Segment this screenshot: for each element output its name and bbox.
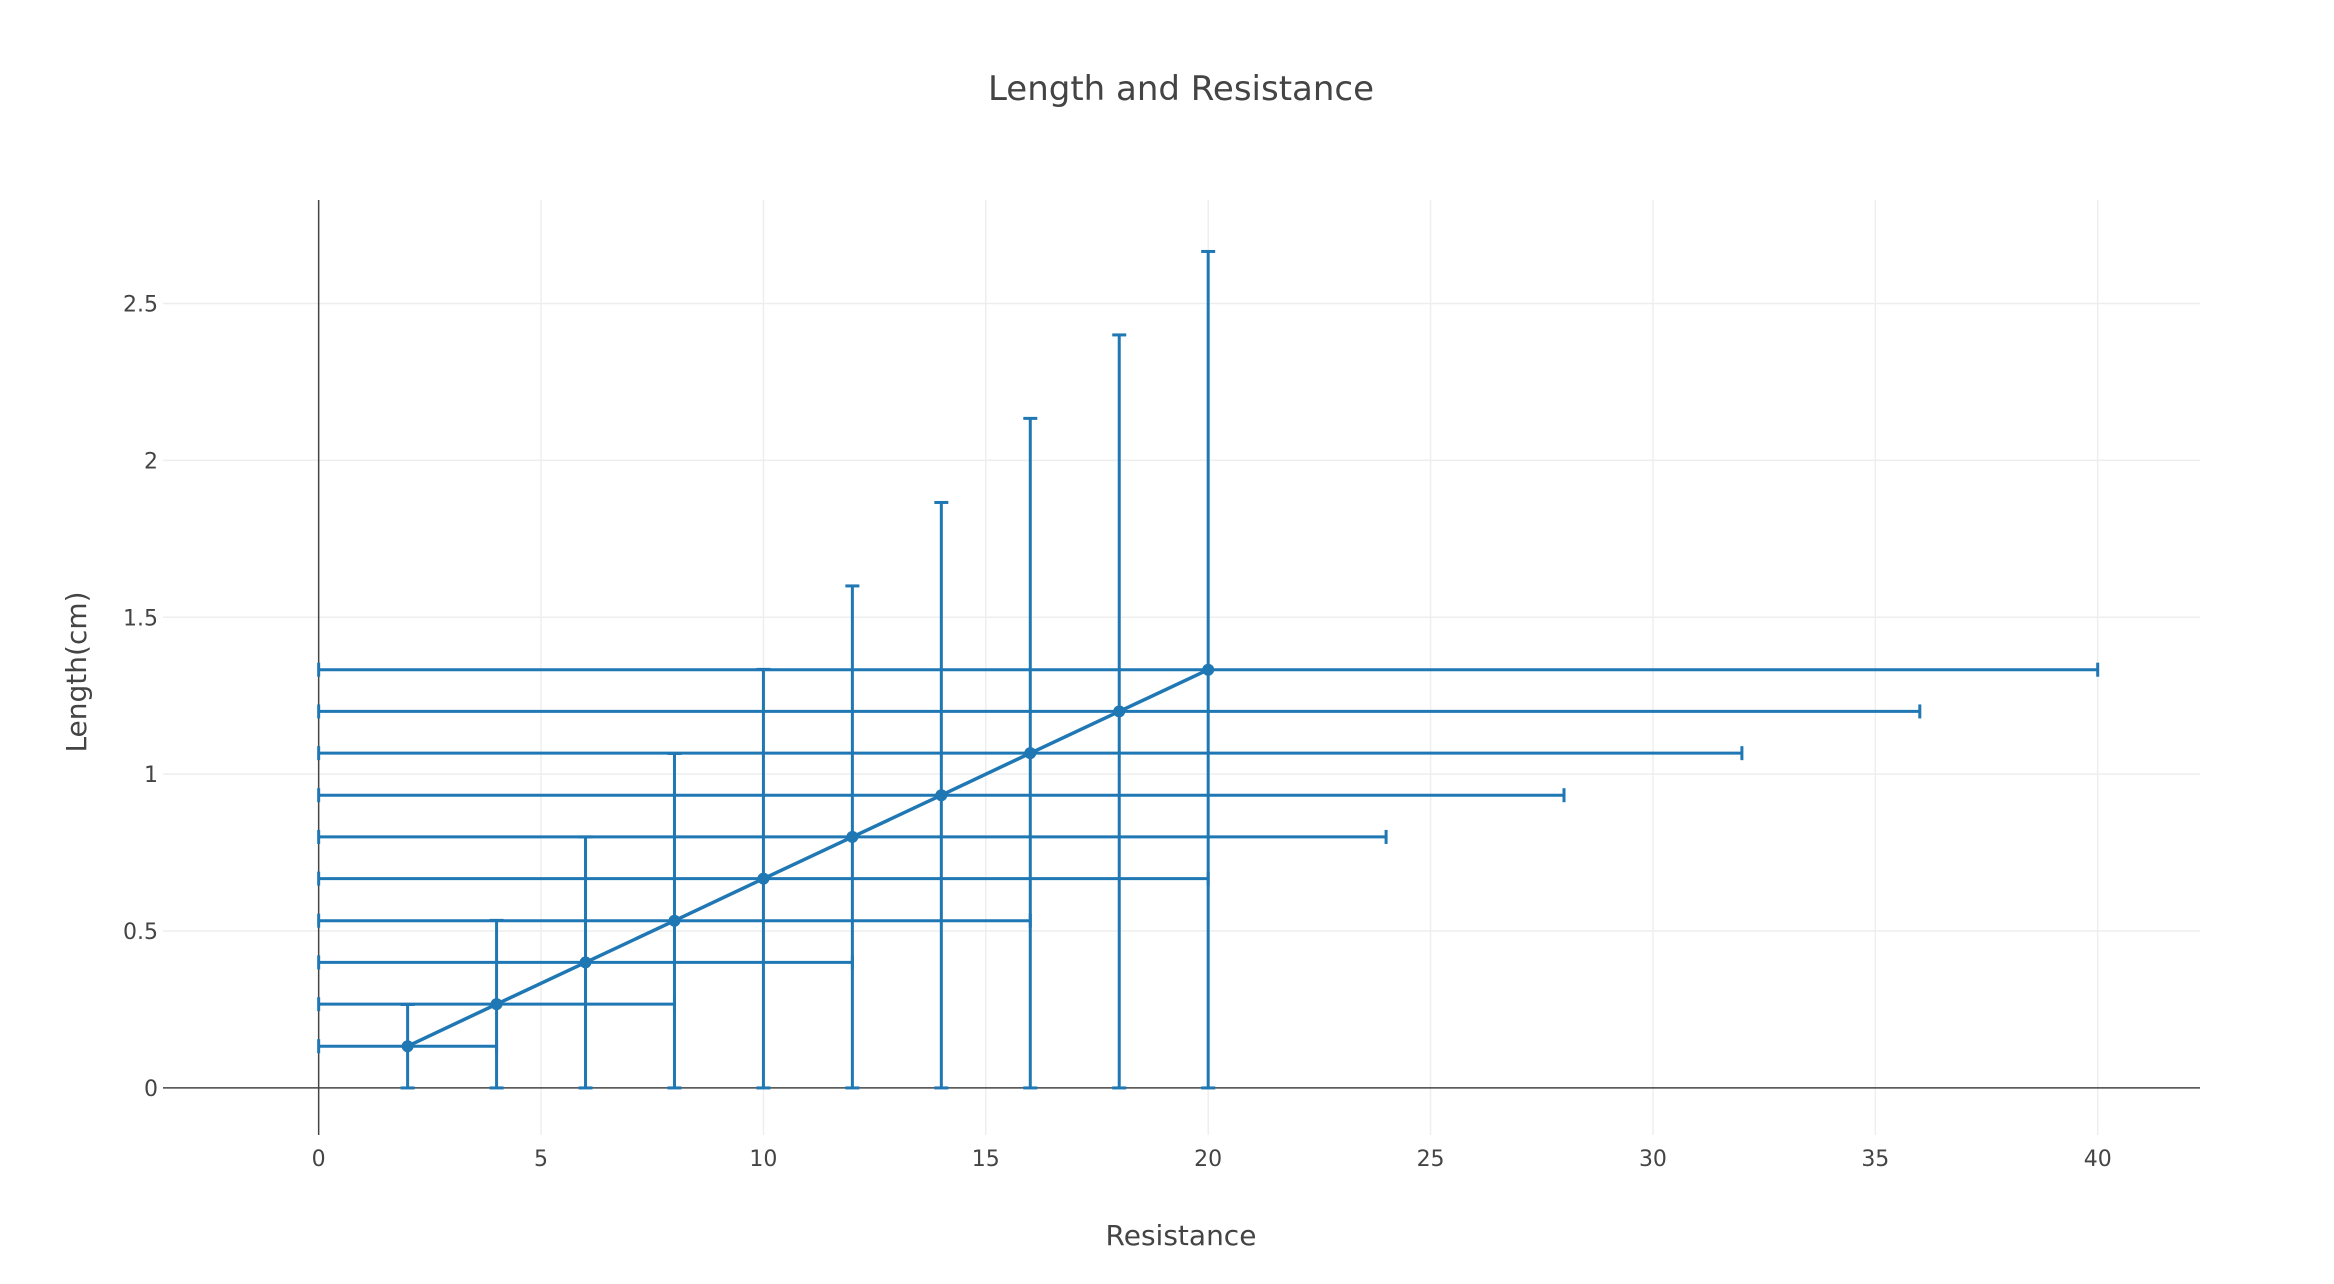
data-point bbox=[1202, 663, 1215, 676]
y-tick-label: 2 bbox=[144, 449, 158, 474]
y-axis-title: Length(cm) bbox=[60, 591, 93, 752]
x-tick-label: 35 bbox=[1861, 1147, 1889, 1172]
tick-labels: 0 5 10 15 20 25 30 35 40 0 0.5 1 1.5 2 2.5 bbox=[123, 293, 2112, 1172]
data-point bbox=[935, 789, 948, 802]
x-axis-title: Resistance bbox=[1106, 1219, 1257, 1252]
chart-title: Length and Resistance bbox=[988, 69, 1374, 109]
data-point bbox=[401, 1040, 414, 1053]
zero-lines bbox=[163, 200, 2200, 1135]
series-line bbox=[406, 668, 1209, 1048]
x-tick-label: 15 bbox=[972, 1147, 1000, 1172]
x-tick-label: 10 bbox=[749, 1147, 777, 1172]
y-tick-label: 0 bbox=[144, 1077, 158, 1102]
data-point bbox=[846, 830, 859, 843]
y-tick-label: 2.5 bbox=[123, 293, 158, 318]
x-tick-label: 30 bbox=[1639, 1147, 1667, 1172]
x-tick-label: 25 bbox=[1417, 1147, 1445, 1172]
data-point bbox=[579, 956, 592, 969]
y-tick-label: 1.5 bbox=[123, 606, 158, 631]
series-layer bbox=[401, 663, 1215, 1053]
grid-layer bbox=[163, 200, 2200, 1135]
y-tick-label: 0.5 bbox=[123, 920, 158, 945]
data-point bbox=[1024, 747, 1037, 760]
data-point bbox=[668, 914, 681, 927]
x-tick-label: 5 bbox=[534, 1147, 548, 1172]
x-tick-label: 0 bbox=[312, 1147, 326, 1172]
x-tick-label: 40 bbox=[2084, 1147, 2112, 1172]
data-point bbox=[490, 998, 503, 1011]
data-point bbox=[757, 872, 770, 885]
x-tick-label: 20 bbox=[1194, 1147, 1222, 1172]
y-tick-label: 1 bbox=[144, 763, 158, 788]
data-point bbox=[1113, 705, 1126, 718]
